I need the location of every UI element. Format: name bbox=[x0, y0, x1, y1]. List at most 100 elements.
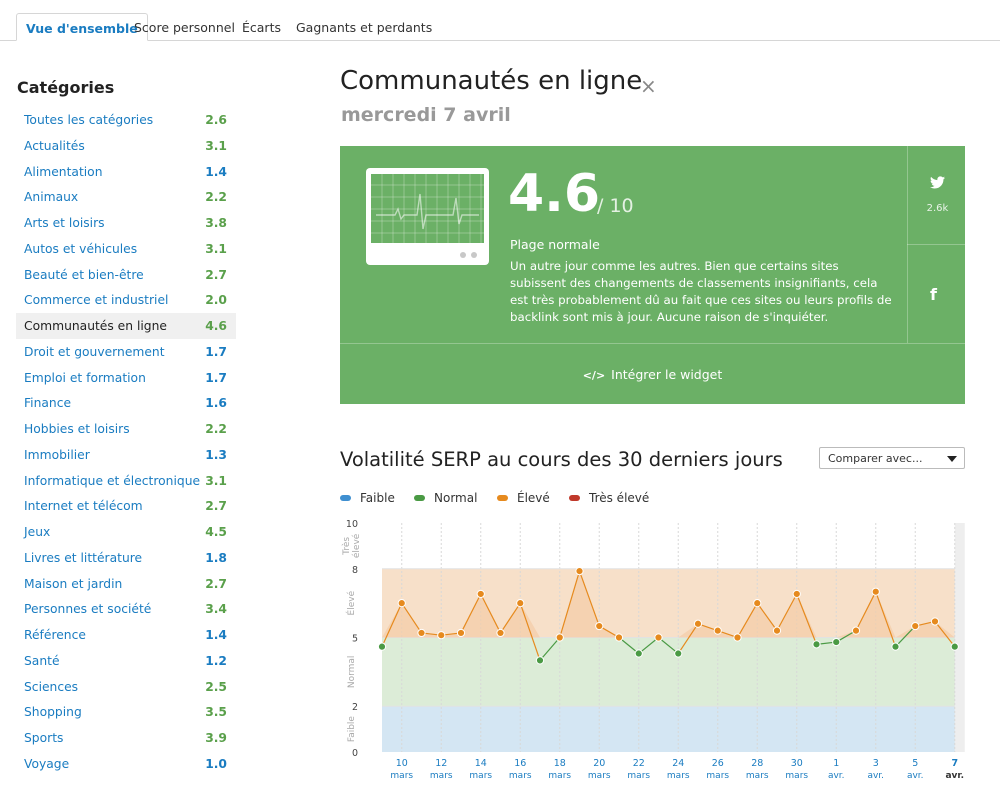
tab-winners-losers[interactable]: Gagnants et perdants bbox=[296, 20, 433, 35]
sidebar-item-category[interactable]: Droit et gouvernement 1.7 bbox=[16, 339, 236, 365]
category-label: Maison et jardin bbox=[24, 576, 123, 591]
category-score: 1.6 bbox=[205, 396, 227, 411]
sidebar-item-category[interactable]: Communautés en ligne 4.6 bbox=[16, 313, 236, 339]
sidebar-item-category[interactable]: Maison et jardin 2.7 bbox=[16, 571, 236, 597]
sidebar-item-category[interactable]: Voyage 1.0 bbox=[16, 751, 236, 777]
sidebar-item-category[interactable]: Finance 1.6 bbox=[16, 390, 236, 416]
code-icon: </> bbox=[582, 369, 606, 382]
sidebar-item-category[interactable]: Beauté et bien-être 2.7 bbox=[16, 262, 236, 288]
category-label: Immobilier bbox=[24, 447, 90, 462]
tab-personal-score[interactable]: Score personnel bbox=[134, 20, 235, 35]
close-icon[interactable]: × bbox=[640, 74, 657, 98]
legend-item-faible[interactable]: Faible bbox=[340, 491, 395, 505]
sidebar-item-category[interactable]: Hobbies et loisirs 2.2 bbox=[16, 416, 236, 442]
category-score: 1.3 bbox=[205, 447, 227, 462]
embed-widget-label: Intégrer le widget bbox=[611, 367, 723, 382]
facebook-icon[interactable]: f bbox=[930, 285, 937, 304]
category-score: 2.2 bbox=[205, 422, 227, 436]
sidebar-item-category[interactable]: Toutes les catégories 2.6 bbox=[16, 107, 236, 133]
x-tick-label-month: mars bbox=[627, 771, 650, 781]
series-line-segment bbox=[480, 593, 502, 634]
legend-item-tres-eleve[interactable]: Très élevé bbox=[569, 491, 649, 505]
chart-title: Volatilité SERP au cours des 30 derniers… bbox=[340, 448, 783, 471]
category-score: 2.0 bbox=[205, 293, 227, 308]
sidebar-item-category[interactable]: Actualités 3.1 bbox=[16, 133, 236, 159]
sidebar-item-category[interactable]: Shopping 3.5 bbox=[16, 699, 236, 725]
category-label: Voyage bbox=[24, 756, 70, 771]
band-side-label: Très bbox=[341, 537, 352, 556]
range-description: Un autre jour comme les autres. Bien que… bbox=[510, 259, 892, 324]
series-line-segment bbox=[658, 637, 679, 654]
data-point bbox=[476, 589, 485, 599]
sidebar-item-category[interactable]: Jeux 4.5 bbox=[16, 519, 236, 545]
data-point bbox=[535, 656, 545, 665]
sidebar-item-category[interactable]: Autos et véhicules 3.1 bbox=[16, 236, 236, 262]
category-label: Commerce et industriel bbox=[24, 293, 169, 308]
legend-label: Très élevé bbox=[589, 491, 650, 505]
embed-widget-button[interactable]: </> Intégrer le widget bbox=[340, 367, 965, 382]
category-score: 3.8 bbox=[205, 216, 227, 230]
sidebar-item-category[interactable]: Alimentation 1.4 bbox=[16, 159, 236, 185]
y-tick-label: 0 bbox=[352, 748, 358, 759]
sidebar-item-category[interactable]: Sports 3.9 bbox=[16, 725, 236, 751]
tab-overview[interactable]: Vue d'ensemble bbox=[16, 13, 148, 41]
band-très-élevé bbox=[382, 523, 955, 569]
tab-gaps[interactable]: Écarts bbox=[242, 20, 281, 35]
x-tick-label-day: 28 bbox=[751, 758, 763, 769]
area-above-normal bbox=[382, 571, 955, 638]
data-point bbox=[812, 640, 821, 649]
data-point bbox=[496, 628, 505, 638]
x-tick-label-month: avr. bbox=[828, 771, 845, 781]
series-line-segment bbox=[855, 591, 877, 631]
x-tick-label-day: 14 bbox=[475, 758, 487, 769]
sidebar-item-category[interactable]: Référence 1.4 bbox=[16, 622, 236, 648]
category-score: 3.4 bbox=[205, 602, 227, 617]
sidebar-item-category[interactable]: Commerce et industriel 2.0 bbox=[16, 287, 236, 313]
sidebar-item-category[interactable]: Livres et littérature 1.8 bbox=[16, 545, 236, 571]
data-point bbox=[772, 626, 782, 635]
series-line-segment bbox=[539, 637, 561, 661]
band-side-label: élevé bbox=[351, 533, 362, 558]
sidebar-item-category[interactable]: Immobilier 1.3 bbox=[16, 442, 236, 468]
category-label: Arts et loisirs bbox=[24, 216, 105, 230]
sidebar-item-category[interactable]: Arts et loisirs 3.8 bbox=[16, 210, 236, 236]
heartbeat-icon bbox=[371, 174, 484, 243]
data-point bbox=[575, 566, 584, 576]
twitter-icon[interactable] bbox=[930, 176, 945, 189]
widget-divider bbox=[340, 343, 965, 344]
category-score: 3.9 bbox=[205, 731, 227, 745]
sidebar-item-category[interactable]: Emploi et formation 1.7 bbox=[16, 365, 236, 391]
category-score: 2.2 bbox=[205, 190, 227, 205]
compare-dropdown[interactable]: Comparer avec... bbox=[819, 447, 965, 469]
x-tick-label-day: 3 bbox=[873, 758, 879, 769]
x-tick-label-month: avr. bbox=[867, 771, 884, 781]
volatility-score: 4.6 bbox=[508, 164, 601, 224]
x-tick-label-day: 7 bbox=[951, 758, 958, 769]
legend-swatch bbox=[340, 494, 351, 501]
sidebar-item-category[interactable]: Personnes et société 3.4 bbox=[16, 596, 236, 622]
sidebar-item-category[interactable]: Informatique et électronique 3.1 bbox=[16, 468, 236, 494]
category-score: 1.0 bbox=[205, 756, 227, 771]
category-score: 1.7 bbox=[205, 344, 227, 359]
category-label: Sports bbox=[24, 731, 64, 745]
sidebar-item-category[interactable]: Sciences 2.5 bbox=[16, 674, 236, 700]
category-label: Santé bbox=[24, 653, 60, 668]
category-label: Hobbies et loisirs bbox=[24, 422, 130, 436]
sidebar-item-category[interactable]: Internet et télécom 2.7 bbox=[16, 493, 236, 519]
compare-dropdown-label: Comparer avec... bbox=[828, 452, 923, 465]
category-label: Internet et télécom bbox=[24, 499, 143, 514]
category-label: Animaux bbox=[24, 190, 79, 205]
x-tick-label-day: 16 bbox=[514, 758, 526, 769]
legend-item-eleve[interactable]: Élevé bbox=[497, 491, 550, 505]
x-tick-label-month: mars bbox=[785, 771, 808, 781]
sidebar-title: Catégories bbox=[17, 78, 115, 97]
category-label: Jeux bbox=[24, 525, 51, 539]
series-line-segment bbox=[559, 570, 581, 638]
category-label: Autos et véhicules bbox=[24, 241, 138, 256]
data-point bbox=[614, 633, 624, 642]
legend-item-normal[interactable]: Normal bbox=[414, 491, 477, 505]
sidebar-item-category[interactable]: Animaux 2.2 bbox=[16, 184, 236, 210]
data-point bbox=[595, 621, 604, 631]
sidebar-item-category[interactable]: Santé 1.2 bbox=[16, 648, 236, 674]
